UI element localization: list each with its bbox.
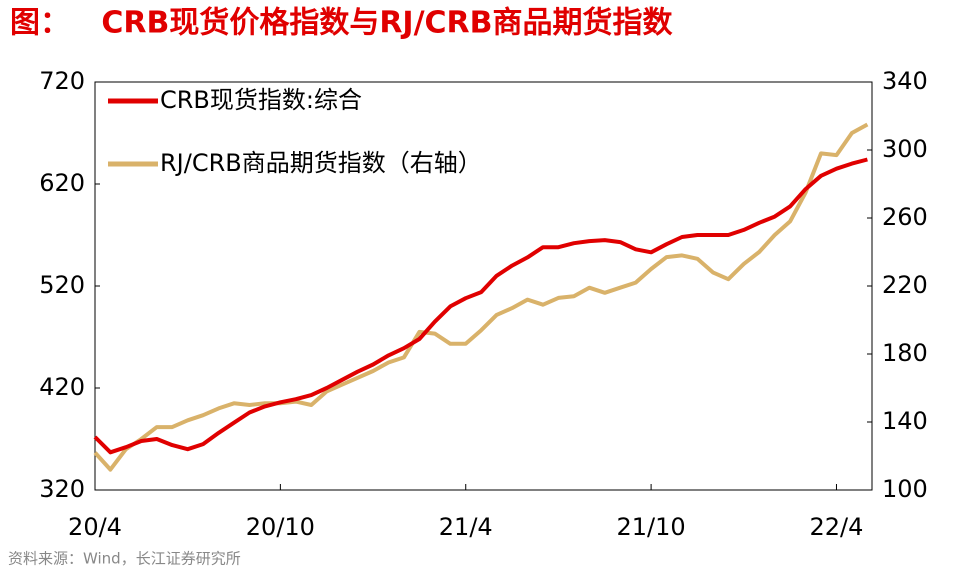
plot-frame — [94, 81, 873, 491]
series-line — [93, 157, 868, 455]
x-tick-label: 21/4 — [439, 513, 493, 541]
y-tick-label: 420 — [39, 373, 85, 401]
y2-tick-label: 260 — [882, 203, 928, 231]
y2-tick-label: 180 — [882, 339, 928, 367]
y-tick-label: 320 — [39, 475, 85, 503]
y2-tick-label: 140 — [882, 407, 928, 435]
y2-tick-label: 300 — [882, 135, 928, 163]
legend-label: CRB现货指数:综合 — [160, 86, 362, 114]
x-tick-label: 20/10 — [246, 513, 315, 541]
x-tick-label: 20/4 — [68, 513, 122, 541]
y2-tick-label: 340 — [882, 67, 928, 95]
y-tick-label: 520 — [39, 271, 85, 299]
source: 资料来源：Wind，长江证券研究所 — [8, 550, 241, 568]
y2-tick-label: 100 — [882, 475, 928, 503]
y-tick-label: 720 — [39, 67, 85, 95]
y-tick-label: 620 — [39, 169, 85, 197]
x-tick-label: 22/4 — [810, 513, 864, 541]
series-line — [93, 122, 869, 472]
chart-title: 图： CRB现货价格指数与RJ/CRB商品期货指数 — [10, 6, 674, 41]
y2-tick-label: 220 — [882, 271, 928, 299]
x-tick-label: 21/10 — [617, 513, 686, 541]
legend-label: RJ/CRB商品期货指数（右轴） — [160, 149, 482, 177]
